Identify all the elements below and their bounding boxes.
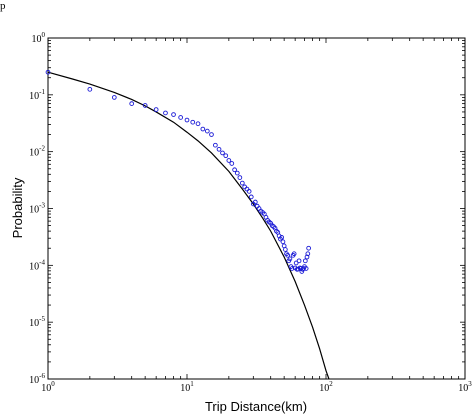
- data-points-layer: [45, 69, 311, 274]
- data-point: [195, 121, 201, 127]
- data-point: [213, 142, 218, 148]
- data-point: [200, 126, 206, 132]
- data-point: [283, 247, 288, 252]
- x-axis-label: Trip Distance(km): [205, 399, 307, 414]
- y-axis-label: Probability: [10, 177, 25, 238]
- data-point: [239, 180, 245, 186]
- fit-curve: [47, 71, 330, 380]
- data-point: [279, 235, 285, 240]
- axis-ticks: [47, 37, 466, 380]
- data-point: [153, 107, 159, 112]
- data-point: [142, 103, 148, 108]
- data-point: [45, 69, 51, 75]
- data-point: [285, 252, 291, 258]
- data-point: [293, 260, 299, 266]
- data-point: [280, 239, 286, 245]
- data-point: [163, 110, 168, 116]
- data-point: [237, 175, 243, 180]
- data-point: [302, 258, 308, 264]
- data-point: [291, 251, 297, 257]
- data-point: [190, 119, 196, 125]
- data-point: [306, 245, 311, 251]
- data-point: [229, 161, 235, 166]
- data-point: [87, 86, 93, 92]
- data-point: [226, 158, 232, 163]
- data-point: [171, 112, 176, 117]
- data-point: [252, 199, 258, 205]
- data-point: [178, 115, 183, 120]
- data-point: [287, 256, 293, 262]
- fit-curve-layer: [47, 71, 330, 380]
- data-point: [232, 167, 237, 173]
- data-point: [289, 266, 295, 271]
- data-point: [111, 95, 117, 100]
- data-point: [296, 258, 302, 264]
- data-point: [223, 153, 229, 159]
- data-point: [303, 266, 309, 271]
- data-point: [234, 170, 240, 176]
- data-point: [204, 128, 210, 134]
- data-point: [246, 189, 252, 194]
- data-point: [220, 150, 225, 156]
- figure-corner-text: p: [0, 0, 6, 12]
- data-point: [305, 251, 311, 257]
- data-point: [129, 101, 135, 106]
- data-point: [184, 117, 190, 123]
- data-point: [216, 146, 222, 152]
- data-point: [248, 194, 254, 200]
- data-point: [209, 132, 214, 137]
